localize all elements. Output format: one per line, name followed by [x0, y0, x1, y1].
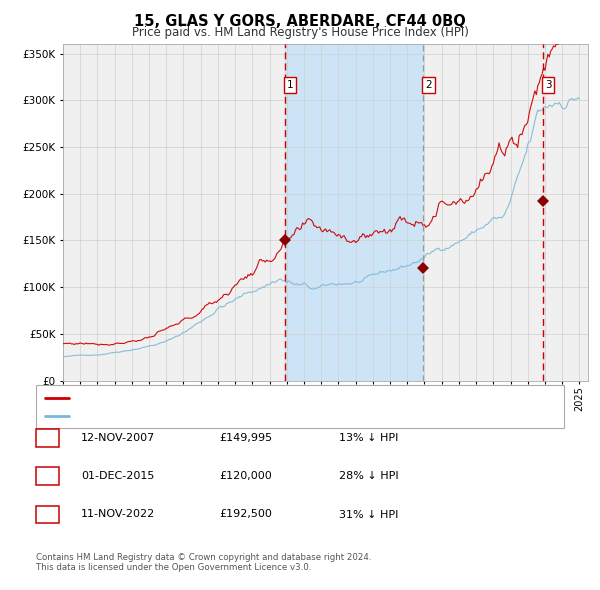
Text: £120,000: £120,000 [219, 471, 272, 481]
Text: 15, GLAS Y GORS, ABERDARE, CF44 0BQ: 15, GLAS Y GORS, ABERDARE, CF44 0BQ [134, 14, 466, 29]
Text: 2: 2 [44, 471, 51, 481]
Text: 11-NOV-2022: 11-NOV-2022 [81, 510, 155, 519]
Text: Price paid vs. HM Land Registry's House Price Index (HPI): Price paid vs. HM Land Registry's House … [131, 26, 469, 39]
Text: 3: 3 [44, 510, 51, 519]
Text: 12-NOV-2007: 12-NOV-2007 [81, 433, 155, 442]
Text: £149,995: £149,995 [219, 433, 272, 442]
Text: 15, GLAS Y GORS, ABERDARE, CF44 0BQ (detached house): 15, GLAS Y GORS, ABERDARE, CF44 0BQ (det… [73, 393, 367, 403]
Text: 01-DEC-2015: 01-DEC-2015 [81, 471, 154, 481]
Text: 1: 1 [44, 433, 51, 442]
Text: 3: 3 [545, 80, 551, 90]
Text: This data is licensed under the Open Government Licence v3.0.: This data is licensed under the Open Gov… [36, 563, 311, 572]
Text: Contains HM Land Registry data © Crown copyright and database right 2024.: Contains HM Land Registry data © Crown c… [36, 553, 371, 562]
Text: £192,500: £192,500 [219, 510, 272, 519]
Text: HPI: Average price, detached house, Rhondda Cynon Taf: HPI: Average price, detached house, Rhon… [73, 411, 354, 421]
Text: 2: 2 [425, 80, 432, 90]
Bar [284, 44, 423, 381]
Text: 28% ↓ HPI: 28% ↓ HPI [339, 471, 398, 481]
Text: 13% ↓ HPI: 13% ↓ HPI [339, 433, 398, 442]
Text: 1: 1 [287, 80, 293, 90]
Text: 31% ↓ HPI: 31% ↓ HPI [339, 510, 398, 519]
